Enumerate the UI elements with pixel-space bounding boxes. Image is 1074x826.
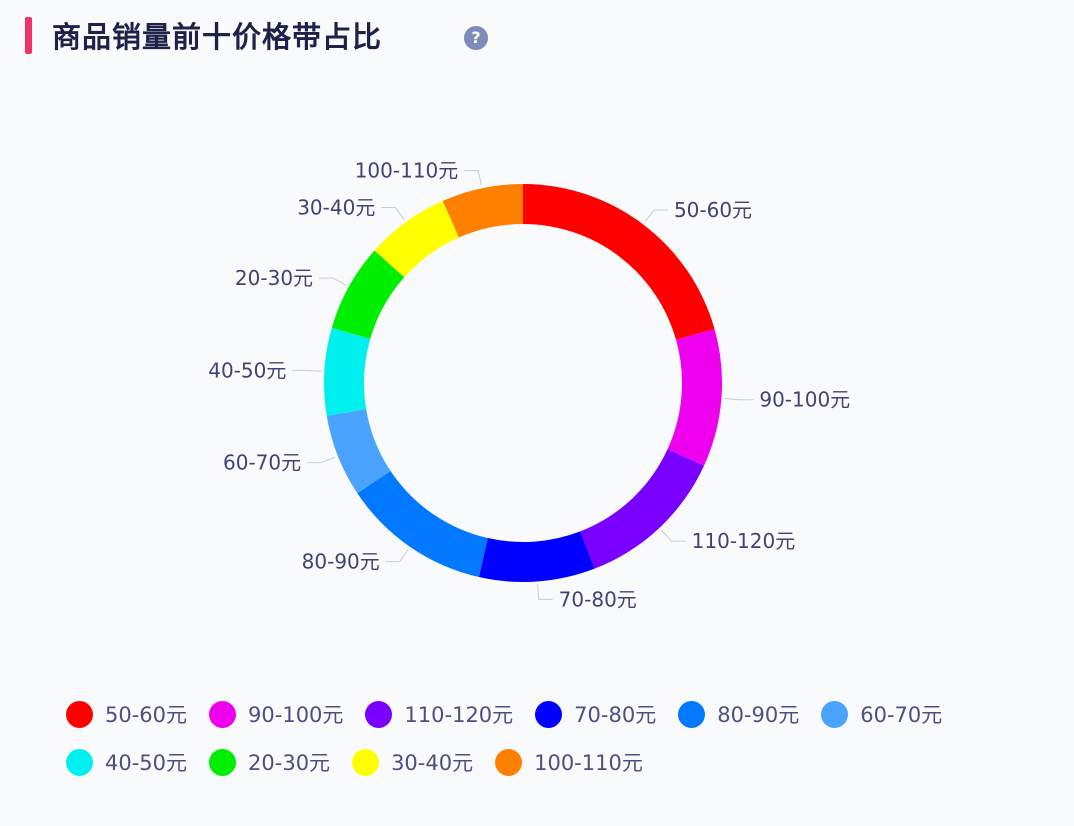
legend-item[interactable]: 20-30元 <box>209 747 330 777</box>
legend-label: 90-100元 <box>248 703 344 727</box>
slice-label-0: 50-60元 <box>674 198 752 222</box>
slice-label-5: 60-70元 <box>223 451 301 475</box>
legend-label: 60-70元 <box>860 703 943 727</box>
legend-label: 100-110元 <box>534 751 643 775</box>
leader-line-2 <box>661 529 686 542</box>
legend-swatch <box>66 700 93 728</box>
slice-6[interactable] <box>323 327 371 416</box>
slice-label-9: 100-110元 <box>355 159 459 183</box>
legend-label: 70-80元 <box>574 703 657 727</box>
legend-item[interactable]: 100-110元 <box>495 747 643 777</box>
leader-line-3 <box>537 584 553 600</box>
legend-item[interactable]: 60-70元 <box>821 699 942 729</box>
legend-item[interactable]: 50-60元 <box>66 699 187 729</box>
legend-label: 80-90元 <box>717 703 800 727</box>
slice-4[interactable] <box>357 470 488 578</box>
leader-line-5 <box>307 456 336 464</box>
legend-item[interactable]: 70-80元 <box>535 699 656 729</box>
leader-line-8 <box>381 207 405 220</box>
slice-label-8: 30-40元 <box>297 196 375 220</box>
legend-item[interactable]: 30-40元 <box>352 747 473 777</box>
donut-chart: 50-60元 90-100元 110-120元 70-80元 80-90元 60-70元 4… <box>208 159 850 612</box>
slice-7[interactable] <box>331 250 405 339</box>
leader-line-7 <box>319 277 347 286</box>
legend-swatch <box>535 700 563 728</box>
leader-line-0 <box>644 209 668 223</box>
legend-row: 50-60元 90-100元 110-120元 70-80元 80-90元 60-70元 <box>66 690 1026 738</box>
slice-label-3: 70-80元 <box>559 587 637 611</box>
slice-label-7: 20-30元 <box>235 266 313 290</box>
legend-swatch <box>209 748 237 776</box>
slice-label-2: 110-120元 <box>692 529 796 553</box>
legend-item[interactable]: 80-90元 <box>678 699 799 729</box>
legend-swatch <box>678 700 706 728</box>
slice-2[interactable] <box>580 449 704 569</box>
slice-8[interactable] <box>374 200 459 278</box>
slice-1[interactable] <box>667 328 722 466</box>
legend-label: 110-120元 <box>404 703 514 727</box>
legend-swatch <box>365 700 393 728</box>
legend-item[interactable]: 90-100元 <box>209 699 343 729</box>
slice-label-6: 40-50元 <box>208 358 286 382</box>
leader-line-1 <box>724 398 754 401</box>
legend-swatch <box>66 748 93 776</box>
leader-line-4 <box>385 549 409 563</box>
legend-label: 30-40元 <box>391 751 474 775</box>
legend-swatch <box>352 748 380 776</box>
leader-line-9 <box>464 170 482 186</box>
question-circle-icon[interactable]: ? <box>464 26 488 50</box>
legend-row: 40-50元 20-30元 30-40元 100-110元 <box>66 738 1026 786</box>
legend-swatch <box>821 700 849 728</box>
slice-label-1: 90-100元 <box>759 388 850 412</box>
slice-3[interactable] <box>478 531 595 582</box>
legend-item[interactable]: 110-120元 <box>365 699 513 729</box>
legend-swatch <box>495 748 523 776</box>
chart-title: 商品销量前十价格带占比 <box>52 20 383 54</box>
legend-label: 50-60元 <box>105 703 188 727</box>
slice-0[interactable] <box>523 184 715 340</box>
legend-label: 40-50元 <box>105 751 188 775</box>
leader-line-6 <box>292 369 322 372</box>
slice-label-4: 80-90元 <box>302 550 380 574</box>
legend-item[interactable]: 40-50元 <box>66 747 187 777</box>
title-accent-bar <box>25 17 32 54</box>
legend-swatch <box>209 700 237 728</box>
slice-5[interactable] <box>326 409 391 494</box>
chart-legend: 50-60元 90-100元 110-120元 70-80元 80-90元 60-70元 4… <box>66 690 1026 786</box>
slice-9[interactable] <box>442 184 523 238</box>
legend-label: 20-30元 <box>248 751 331 775</box>
